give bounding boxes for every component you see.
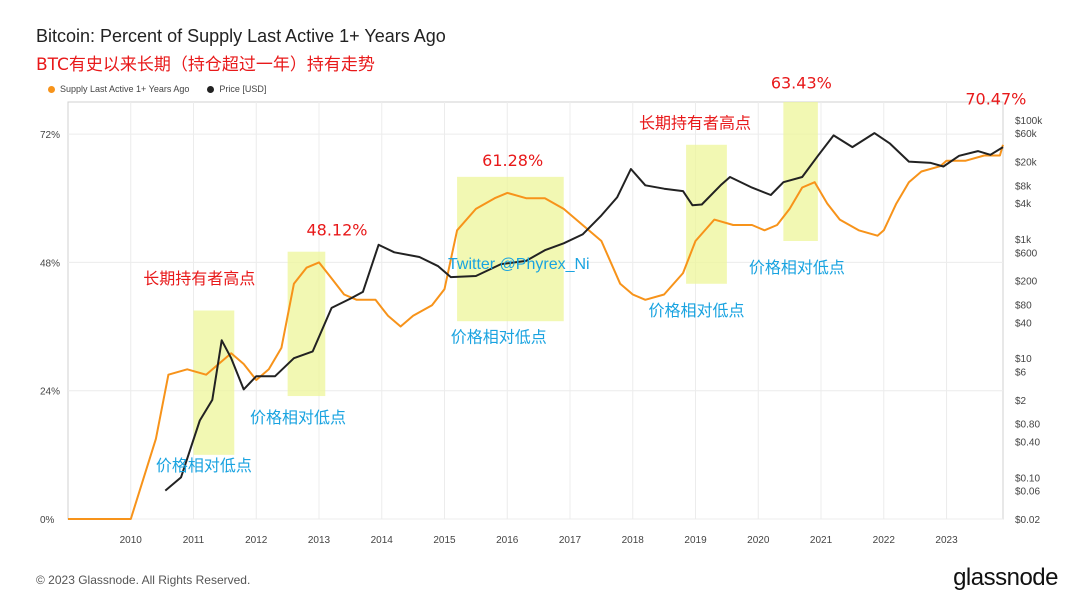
y-right-tick-label: $60k bbox=[1015, 129, 1038, 140]
y-left-tick-label: 72% bbox=[40, 130, 60, 141]
orange-dot-icon bbox=[48, 85, 55, 93]
y-right-tick-label: $0.40 bbox=[1015, 437, 1040, 448]
y-right-tick-label: $20k bbox=[1015, 158, 1038, 169]
y-right-tick-label: $1k bbox=[1015, 235, 1032, 246]
y-right-tick-label: $6 bbox=[1015, 367, 1027, 378]
x-tick-label: 2021 bbox=[810, 535, 833, 546]
legend-item-supply[interactable]: Supply Last Active 1+ Years Ago bbox=[48, 84, 189, 94]
y-right-tick-label: $80 bbox=[1015, 300, 1032, 311]
x-tick-label: 2018 bbox=[622, 535, 645, 546]
chart-legend: Supply Last Active 1+ Years Ago Price [U… bbox=[48, 84, 266, 94]
y-right-tick-label: $100k bbox=[1015, 116, 1043, 127]
annotation-low: 价格相对低点 bbox=[749, 258, 845, 277]
annotation-low: 价格相对低点 bbox=[156, 456, 252, 475]
y-right-tick-label: $0.10 bbox=[1015, 473, 1040, 484]
annotation-high: 61.28% bbox=[482, 151, 543, 170]
annotation-high: 48.12% bbox=[306, 221, 367, 240]
y-right-tick-label: $600 bbox=[1015, 248, 1038, 259]
x-tick-label: 2019 bbox=[684, 535, 707, 546]
y-right-tick-label: $4k bbox=[1015, 199, 1032, 210]
legend-label-supply: Supply Last Active 1+ Years Ago bbox=[60, 84, 190, 94]
x-tick-label: 2014 bbox=[371, 535, 394, 546]
x-tick-label: 2011 bbox=[183, 535, 205, 546]
copyright: © 2023 Glassnode. All Rights Reserved. bbox=[36, 573, 251, 587]
annotation-high: 70.47% bbox=[965, 90, 1026, 109]
y-left-tick-label: 0% bbox=[40, 515, 55, 526]
chart-subtitle: BTC有史以来长期（持仓超过一年）持有走势 bbox=[36, 55, 375, 75]
y-right-tick-label: $200 bbox=[1015, 277, 1038, 288]
annotation-low: 价格相对低点 bbox=[250, 408, 346, 427]
black-dot-icon bbox=[207, 85, 215, 93]
supply-series-line bbox=[68, 144, 1004, 520]
y-right-tick-label: $8k bbox=[1015, 181, 1032, 192]
glassnode-logo: glassnode bbox=[953, 564, 1058, 591]
annotation-high: 长期持有者高点 bbox=[143, 269, 255, 288]
x-tick-label: 2013 bbox=[308, 535, 331, 546]
highlight-box bbox=[287, 251, 326, 397]
highlight-box bbox=[193, 310, 235, 455]
legend-label-price: Price [USD] bbox=[219, 84, 267, 94]
x-tick-label: 2010 bbox=[120, 535, 143, 546]
annotation-low: 价格相对低点 bbox=[648, 301, 744, 320]
y-right-tick-label: $0.80 bbox=[1015, 420, 1040, 431]
y-left-tick-label: 48% bbox=[40, 258, 60, 269]
x-tick-label: 2017 bbox=[559, 535, 582, 546]
y-right-tick-label: $40 bbox=[1015, 318, 1032, 329]
price-series-line bbox=[164, 132, 1004, 492]
y-left-tick-label: 24% bbox=[40, 387, 60, 398]
x-tick-label: 2023 bbox=[935, 535, 958, 546]
y-right-tick-label: $2 bbox=[1015, 396, 1027, 407]
y-right-tick-label: $0.02 bbox=[1015, 515, 1040, 526]
x-tick-label: 2022 bbox=[873, 535, 896, 546]
y-right-tick-label: $0.06 bbox=[1015, 487, 1040, 498]
annotation-low: 价格相对低点 bbox=[451, 328, 547, 347]
annotation-high: 63.43% bbox=[771, 74, 832, 93]
x-tick-label: 2016 bbox=[496, 535, 519, 546]
highlight-box bbox=[686, 144, 727, 284]
x-tick-label: 2020 bbox=[747, 535, 770, 546]
x-tick-label: 2012 bbox=[245, 535, 268, 546]
chart-title: Bitcoin: Percent of Supply Last Active 1… bbox=[36, 26, 446, 46]
legend-item-price[interactable]: Price [USD] bbox=[207, 84, 266, 94]
watermark-text: Twitter @Phyrex_Ni bbox=[448, 256, 590, 273]
x-tick-label: 2015 bbox=[433, 535, 456, 546]
annotation-high: 长期持有者高点 bbox=[639, 114, 751, 133]
y-right-tick-label: $10 bbox=[1015, 354, 1032, 365]
highlight-box bbox=[783, 102, 818, 241]
